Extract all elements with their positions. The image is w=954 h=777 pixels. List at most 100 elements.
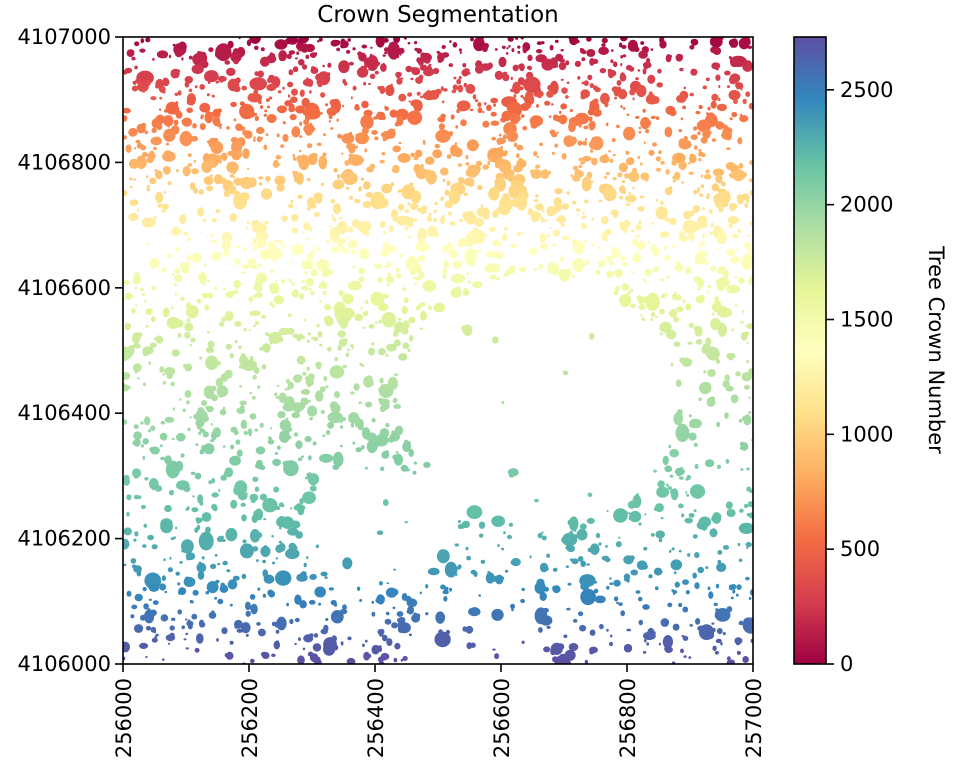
tree-crown <box>693 442 698 447</box>
tree-crown-lobe <box>449 190 456 197</box>
tree-crown <box>534 268 537 272</box>
tree-crown-lobe <box>329 99 337 106</box>
tree-crown <box>622 54 627 58</box>
tree-crown-lobe <box>741 416 748 421</box>
tree-crown <box>318 155 328 170</box>
tree-crown-lobe <box>181 119 187 124</box>
tree-crown-lobe <box>589 126 595 131</box>
tree-crown-lobe <box>568 140 575 147</box>
tree-crown <box>135 139 141 144</box>
tree-crown <box>363 63 368 69</box>
tree-crown <box>167 253 173 259</box>
tree-crown <box>606 509 609 513</box>
tree-crown <box>150 425 156 431</box>
tree-crown <box>175 571 180 576</box>
tree-crown <box>283 406 287 409</box>
tree-crown <box>621 262 629 267</box>
tree-crown <box>533 199 539 203</box>
tree-crown <box>407 348 411 353</box>
tree-crown <box>271 561 276 565</box>
tree-crown-lobe <box>405 261 413 269</box>
tree-crown <box>143 603 149 610</box>
tree-crown-lobe <box>624 646 629 651</box>
tree-crown <box>130 351 134 354</box>
tree-crown <box>153 630 157 634</box>
tree-crown-lobe <box>276 547 282 552</box>
tree-crown <box>512 64 519 72</box>
tree-crown <box>384 47 389 52</box>
tree-crown <box>609 582 614 585</box>
tree-crown <box>170 537 175 541</box>
tree-crown <box>167 181 172 186</box>
tree-crown <box>616 124 620 129</box>
tree-crown <box>716 103 728 112</box>
tree-crown <box>598 265 602 269</box>
tree-crown <box>586 517 595 525</box>
tree-crown-lobe <box>665 328 673 335</box>
tree-crown <box>637 295 645 305</box>
tree-crown <box>359 248 370 260</box>
tree-crown <box>718 84 721 89</box>
tree-crown <box>382 499 389 506</box>
tree-crown <box>601 37 608 44</box>
tree-crown <box>378 319 382 324</box>
tree-crown <box>263 113 267 117</box>
tree-crown <box>260 56 270 67</box>
tree-crown <box>288 69 294 76</box>
tree-crown <box>290 96 298 103</box>
tree-crown-lobe <box>499 576 505 581</box>
tree-crown <box>716 566 722 571</box>
tree-crown-lobe <box>123 544 127 550</box>
tree-crown <box>374 70 379 75</box>
tree-crown <box>274 392 278 397</box>
tree-crown-lobe <box>705 631 715 640</box>
tree-crown <box>148 583 160 592</box>
tree-crown <box>467 280 471 285</box>
tree-crown <box>262 559 266 564</box>
tree-crown <box>147 534 155 541</box>
tree-crown-lobe <box>214 50 224 59</box>
tree-crown <box>658 150 662 154</box>
tree-crown <box>241 271 246 274</box>
tree-crown <box>186 400 190 405</box>
tree-crown <box>163 115 174 127</box>
tree-crown <box>402 342 410 350</box>
tree-crown <box>219 409 227 416</box>
tree-crown <box>128 158 140 169</box>
tree-crown <box>269 301 274 306</box>
tree-crown <box>322 290 327 296</box>
tree-crown <box>734 252 737 255</box>
tree-crown-lobe <box>539 55 546 61</box>
tree-crown <box>142 152 148 157</box>
tree-crown <box>325 385 329 389</box>
tree-crown <box>211 431 217 441</box>
tree-crown <box>139 642 149 650</box>
tree-crown-lobe <box>129 128 135 133</box>
tree-crown-lobe <box>377 264 383 269</box>
tree-crown-lobe <box>653 506 659 512</box>
tree-crown <box>448 63 454 68</box>
tree-crown <box>332 464 340 471</box>
tree-crown <box>176 169 179 173</box>
tree-crown-lobe <box>529 251 535 256</box>
tree-crown <box>726 659 734 664</box>
tree-crown <box>306 339 310 343</box>
tree-crown <box>268 436 272 440</box>
tree-crown <box>561 203 570 210</box>
tree-crown-lobe <box>445 567 453 574</box>
tree-crown <box>176 106 180 112</box>
tree-crown <box>611 137 616 143</box>
tree-crown <box>673 341 681 348</box>
tree-crown <box>208 480 213 485</box>
x-tick-label: 256800 <box>616 678 640 758</box>
tree-crown <box>243 327 247 332</box>
tree-crown <box>704 459 715 468</box>
tree-crown <box>598 259 606 268</box>
tree-crown <box>529 555 532 559</box>
tree-crown-lobe <box>311 410 317 416</box>
tree-crown <box>342 172 358 185</box>
tree-crown <box>455 573 458 576</box>
tree-crown-lobe <box>501 171 510 179</box>
tree-crown <box>689 45 695 50</box>
tree-crown <box>581 49 587 55</box>
